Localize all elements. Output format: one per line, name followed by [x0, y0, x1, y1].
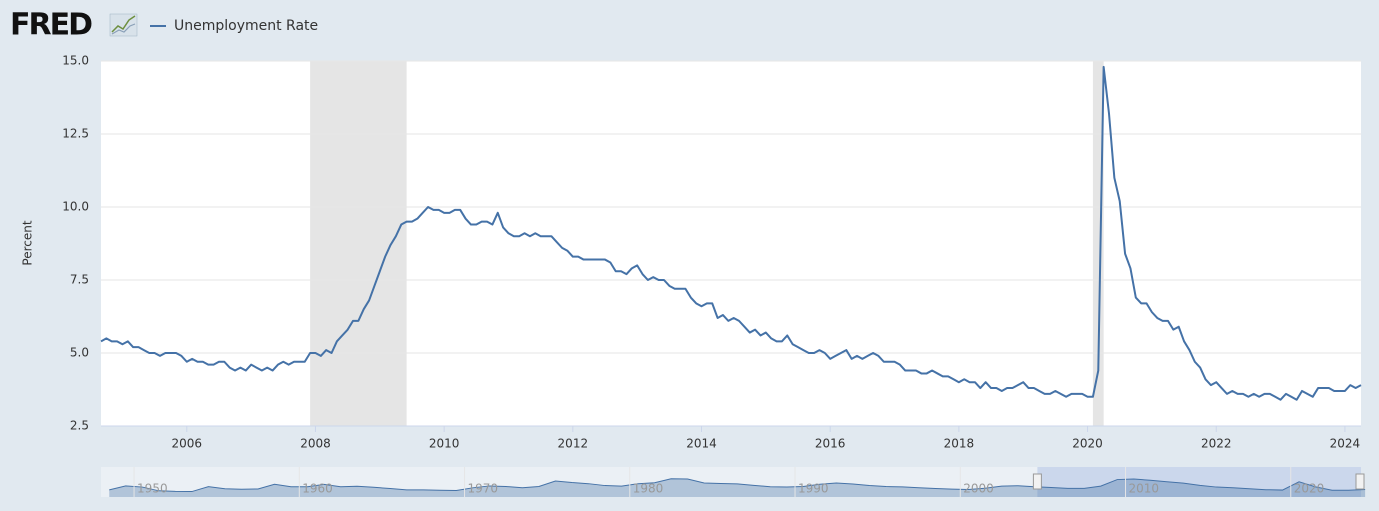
navigator-handle[interactable] [1355, 473, 1365, 490]
x-tick-label: 2016 [815, 437, 846, 451]
recession-band [1092, 61, 1104, 426]
navigator-tick-label: 1950 [137, 482, 168, 496]
x-tick-label: 2024 [1330, 437, 1361, 451]
x-tick-label: 2022 [1201, 437, 1232, 451]
navigator-tick-label: 2010 [1129, 482, 1160, 496]
x-tick-label: 2012 [558, 437, 589, 451]
y-tick-label: 12.5 [62, 127, 89, 141]
logo: FRED [10, 8, 92, 43]
navigator-tick-label: 2000 [963, 482, 994, 496]
navigator-tick-label: 1970 [468, 482, 499, 496]
data-line [100, 65, 1362, 401]
x-tick-label: 2008 [300, 437, 331, 451]
navigator-tick-label: 1990 [798, 482, 829, 496]
y-tick-label: 5.0 [70, 346, 89, 360]
y-tick-label: 10.0 [62, 200, 89, 214]
x-tick-label: 2006 [172, 437, 203, 451]
navigator-tick-label: 1960 [302, 482, 333, 496]
navigator-handle[interactable] [1032, 473, 1042, 490]
y-tick-label: 2.5 [70, 419, 89, 433]
y-axis-label: Percent [21, 220, 35, 265]
navigator-selection [1037, 467, 1361, 497]
legend-label: Unemployment Rate [174, 18, 318, 34]
x-tick-label: 2014 [686, 437, 717, 451]
navigator-tick-label: 1980 [633, 482, 664, 496]
x-tick-label: 2020 [1072, 437, 1103, 451]
navigator-line [109, 478, 1366, 493]
navigator-area-fill [109, 478, 1366, 497]
x-tick-label: 2010 [429, 437, 460, 451]
plot-area [101, 61, 1361, 426]
y-tick-label: 15.0 [62, 54, 89, 68]
logo-icon [109, 13, 138, 37]
navigator-tick-label: 2020 [1294, 482, 1325, 496]
y-tick-label: 7.5 [70, 273, 89, 287]
x-tick-label: 2018 [944, 437, 975, 451]
